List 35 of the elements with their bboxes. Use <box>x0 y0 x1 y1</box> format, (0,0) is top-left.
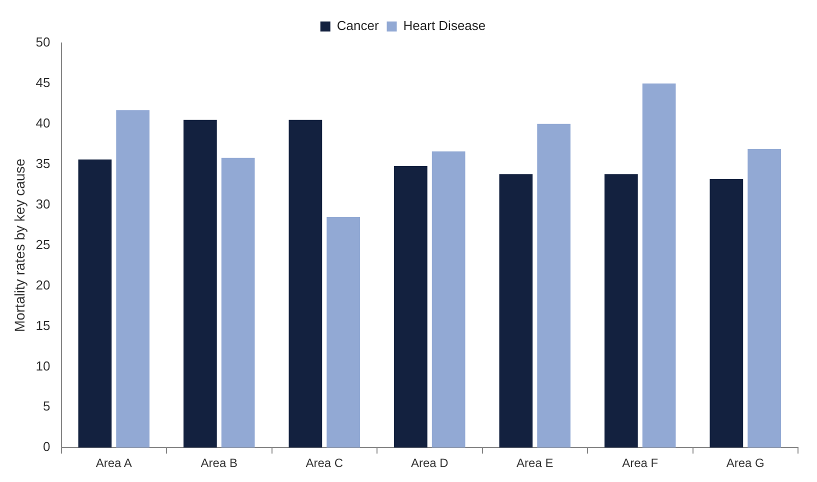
bar <box>184 120 217 448</box>
bar <box>499 174 533 448</box>
y-tick-label: 35 <box>36 156 50 171</box>
y-tick-label: 15 <box>36 318 50 333</box>
bar <box>394 166 428 448</box>
legend-label: Heart Disease <box>403 18 486 34</box>
x-tick-label: Area G <box>726 456 764 470</box>
x-tick-label: Area F <box>622 456 658 470</box>
bar <box>326 216 360 448</box>
bar <box>537 124 570 448</box>
y-tick-label: 30 <box>36 196 50 212</box>
bar <box>221 158 255 448</box>
y-tick-label: 0 <box>43 439 50 454</box>
bar <box>748 149 781 448</box>
x-tick-label: Area C <box>306 456 344 470</box>
bar <box>116 110 150 448</box>
bar <box>604 174 638 448</box>
x-tick-label: Area D <box>410 456 449 470</box>
x-tick-label: Area E <box>516 456 554 470</box>
x-tick-label: Area B <box>200 456 238 470</box>
bar <box>710 178 744 448</box>
bar <box>288 120 322 448</box>
y-tick-label: 40 <box>36 116 50 130</box>
bar <box>432 151 466 448</box>
x-tick-label: Area A <box>96 456 132 470</box>
bar <box>78 160 112 448</box>
y-tick-label: 20 <box>36 277 50 292</box>
legend-label: Cancer <box>336 18 380 34</box>
bar <box>642 83 676 448</box>
y-tick-label: 50 <box>36 34 50 50</box>
y-tick-label: 10 <box>36 358 50 374</box>
y-tick-label: 45 <box>36 75 50 90</box>
y-tick-label: 5 <box>43 398 50 414</box>
y-tick-label: 25 <box>36 236 50 252</box>
y-axis-title: Mortality rates by key cause <box>11 158 28 332</box>
